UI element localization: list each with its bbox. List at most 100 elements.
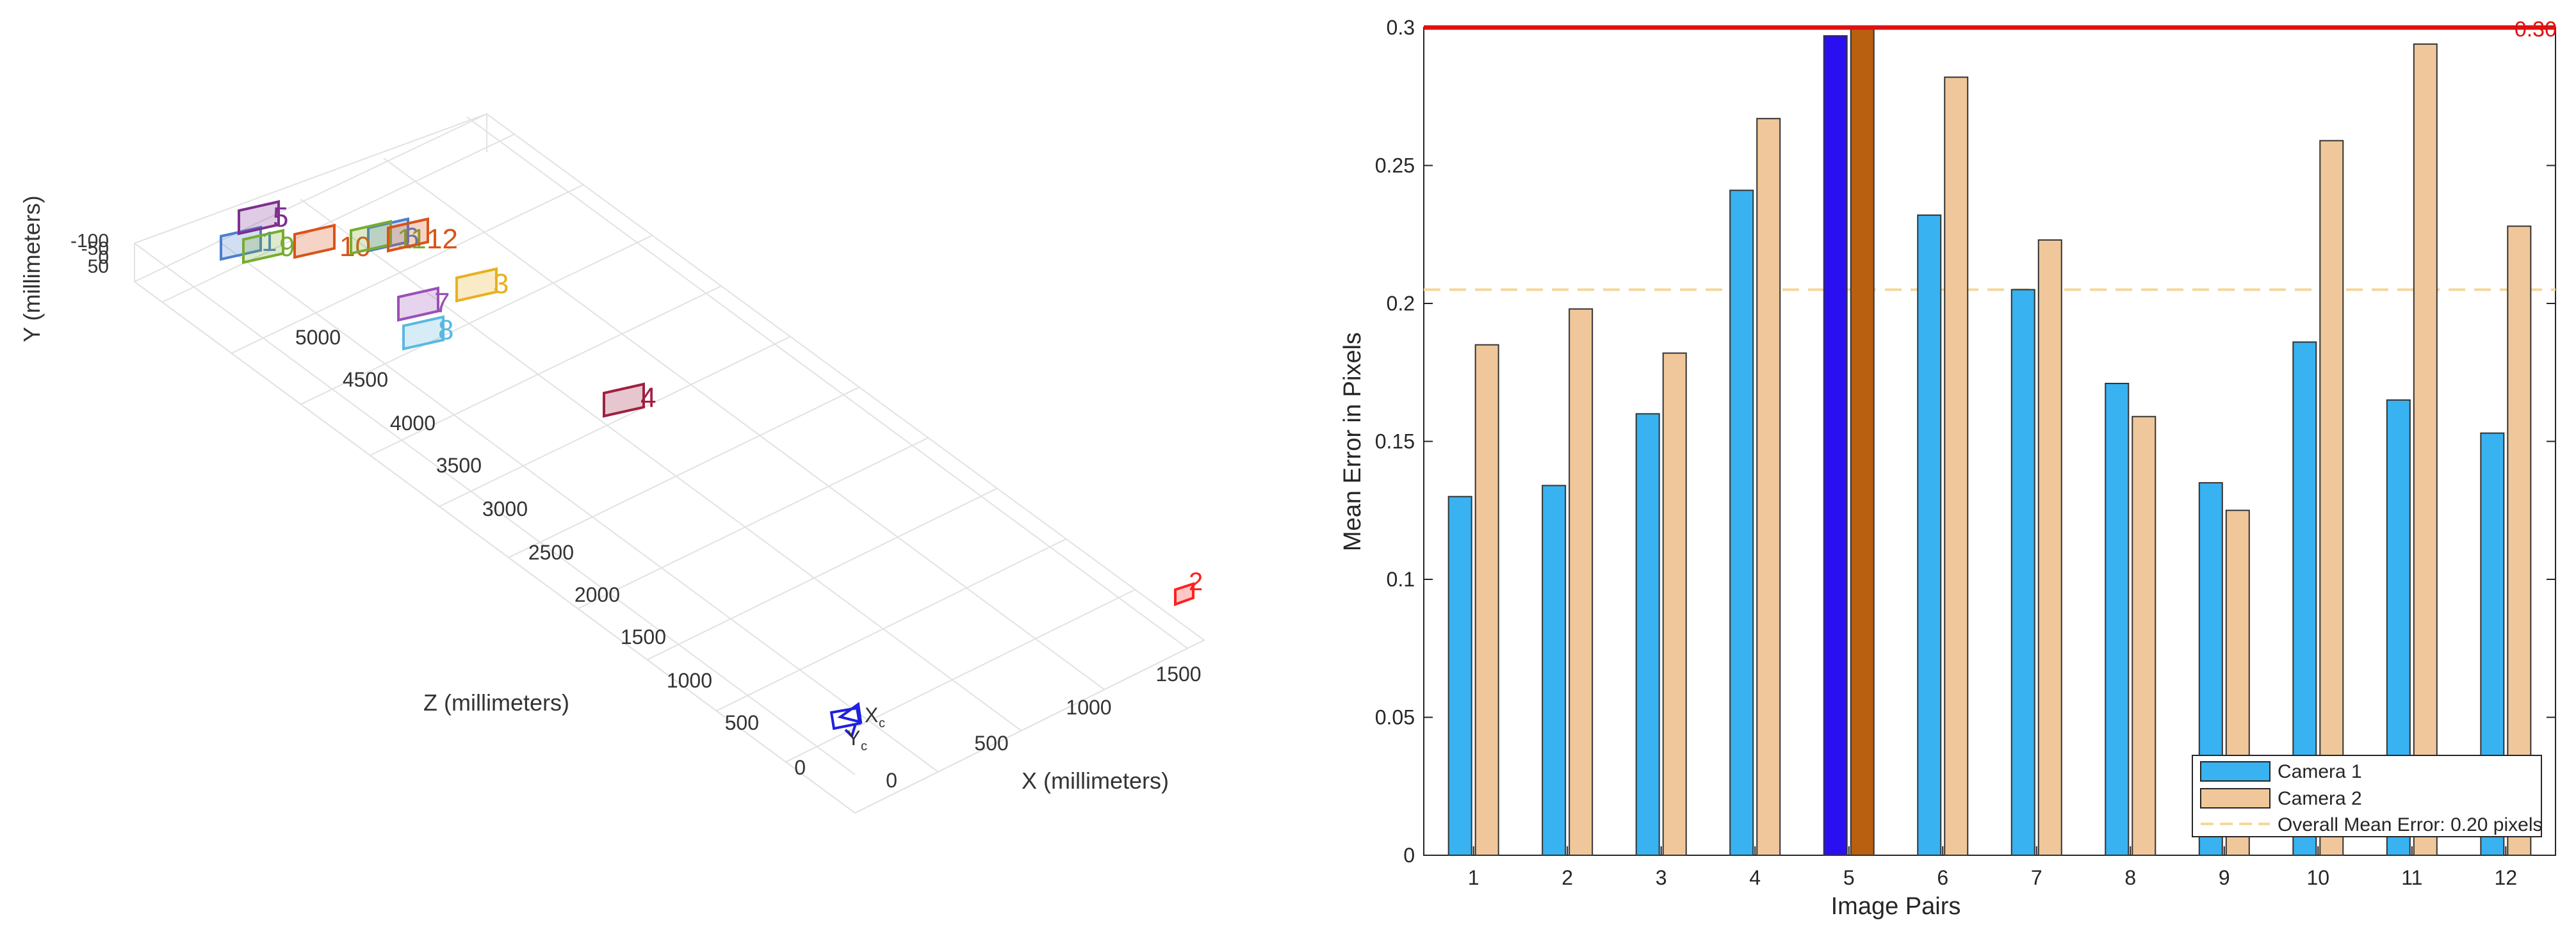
camera-marker: X c Y c (829, 702, 885, 753)
board-12 (387, 217, 429, 253)
x-tick-label: 12 (2495, 866, 2518, 889)
x-tick-label: 500 (974, 732, 1008, 755)
bar-1-5 (1823, 35, 1848, 856)
z-grid-line (647, 487, 998, 661)
z-tick-label: 5000 (295, 326, 341, 349)
bar-1-1 (1447, 495, 1472, 856)
y-tick-label: 0.05 (1375, 706, 1415, 729)
x-tick-label: 1 (1468, 866, 1480, 889)
x-grid-line (383, 157, 1105, 690)
y-tick-label: 0 (98, 247, 109, 268)
board-4 (603, 382, 645, 418)
x-axis-label: Image Pairs (1831, 893, 1961, 920)
z-tick-label: 1000 (667, 669, 712, 692)
z-tick-label: 3500 (436, 454, 482, 477)
bar-2-10 (2319, 140, 2344, 857)
board-label-9: 9 (279, 231, 295, 262)
legend-swatch-camera-2 (2200, 788, 2270, 809)
board-label-2: 2 (1189, 568, 1203, 596)
camera-x-label: X (865, 704, 878, 727)
bar-1-2 (1542, 485, 1567, 856)
z-grid-line (508, 386, 860, 558)
y-axis-ticks: 0 0.05 0.1 0.15 0.2 0.25 0.3 (1375, 16, 2556, 867)
bar-1-8 (2105, 382, 2130, 856)
z-tick-label: 500 (725, 711, 759, 734)
bar-2-4 (1756, 118, 1781, 857)
board-label-3: 3 (493, 268, 509, 300)
grid-3d (134, 113, 1205, 814)
bar-1-6 (1917, 214, 1942, 856)
x-tick-label: 8 (2124, 866, 2136, 889)
x-grid-line (300, 198, 1022, 732)
x-grid-line (134, 281, 856, 814)
box-top-front (134, 243, 856, 775)
board-9 (242, 229, 284, 264)
x-tick-label: 1500 (1155, 663, 1201, 686)
y-tick-label: 50 (88, 256, 109, 277)
bar-1-4 (1729, 189, 1754, 856)
board-label-7: 7 (434, 287, 450, 319)
legend: Camera 1 Camera 2 Overall Mean Error: 0.… (2192, 755, 2543, 837)
bar-1-3 (1635, 413, 1660, 856)
z-grid-line (300, 234, 653, 405)
bar-2-8 (2132, 415, 2156, 856)
legend-label-camera-2: Camera 2 (2278, 788, 2362, 809)
board-label-6: 6 (404, 222, 419, 254)
bar-2-5 (1850, 27, 1875, 856)
y-tick-label: 0 (1403, 844, 1415, 867)
z-grid-line (716, 538, 1067, 712)
x-tick-label: 5 (1843, 866, 1855, 889)
bar-2-6 (1944, 76, 1969, 857)
board-label-5: 5 (273, 202, 288, 233)
z-grid-line (785, 589, 1136, 763)
y-tick-label: -100 (70, 230, 109, 252)
x-axis-label-3d: X (millimeters) (1022, 768, 1169, 794)
board-8 (402, 315, 444, 351)
z-tick-label: 1500 (621, 625, 666, 648)
threshold-label: 0.30 (2515, 17, 2557, 42)
bar-2-7 (2037, 239, 2062, 856)
bar-2-2 (1569, 308, 1594, 856)
x-tick-label: 2 (1561, 866, 1573, 889)
box-back (134, 113, 487, 244)
z-axis-label-3d: Z (millimeters) (423, 689, 569, 716)
board-10 (293, 223, 336, 259)
board-3 (455, 267, 498, 303)
camera-y-sub: c (861, 739, 867, 753)
x-tick-label: 6 (1937, 866, 1948, 889)
y-tick-label: 0.25 (1375, 154, 1415, 177)
bar-2-3 (1662, 352, 1687, 856)
z-tick-label: 4000 (390, 412, 436, 435)
z-grid-line (439, 335, 791, 508)
camera-x-sub: c (879, 716, 885, 730)
legend-swatch-camera-1 (2200, 761, 2270, 782)
y-tick-label: 0.3 (1387, 16, 1415, 39)
bar-2-11 (2413, 43, 2438, 857)
board-7 (397, 286, 439, 322)
x-grid-line (217, 239, 939, 773)
x-tick-label: 11 (2401, 866, 2422, 889)
board-label-12: 12 (427, 223, 458, 255)
y-axis-label-3d: Y (millimeters) (19, 195, 45, 342)
z-grid-line (161, 133, 515, 303)
board-5 (238, 200, 280, 236)
y-tick-label: 0.15 (1375, 430, 1415, 453)
reprojection-error-chart: 00.050.10.150.20.250.3 0.30 1 2 3 4 5 6 7 8 9 10 1… (1339, 16, 2557, 920)
x-tick-label: 3 (1656, 866, 1667, 889)
bar-1-7 (2010, 289, 2035, 856)
bar-2-1 (1474, 344, 1499, 856)
y-tick-label: 0.2 (1387, 292, 1415, 315)
z-tick-label: 3000 (482, 497, 528, 520)
camera-icon (829, 702, 863, 739)
box-floor (134, 113, 1205, 814)
z-tick-label: 0 (794, 756, 806, 779)
z-tick-label: 4500 (343, 368, 388, 391)
z-tick-label: 2500 (528, 541, 574, 564)
bar-2-12 (2507, 225, 2532, 856)
board-2 (1174, 582, 1194, 606)
z-grid-line (854, 640, 1205, 814)
z-tick-label: 2000 (575, 583, 620, 606)
x-tick-label: 9 (2219, 866, 2230, 889)
